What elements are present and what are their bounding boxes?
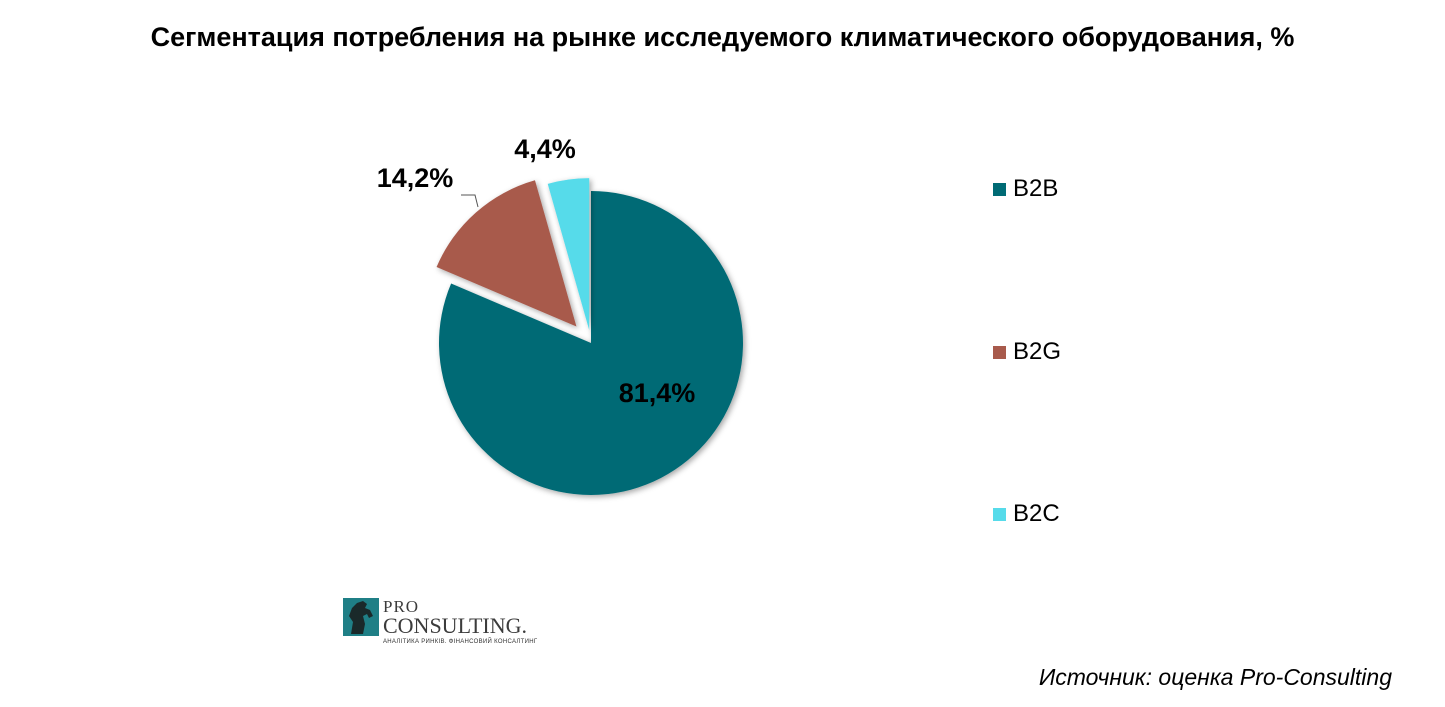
legend-label-b2c: B2C [1013,500,1060,527]
data-label-b2b: 81,4% [619,378,696,408]
data-label-b2g: 14,2% [377,163,454,193]
leader-line-b2g [461,194,479,208]
horse-logo-icon [343,598,379,636]
pie-slice-b2b [438,191,743,495]
data-label-b2c: 4,4% [514,134,576,164]
logo-line1: PRO [383,597,420,616]
legend-item-b2b: B2B [993,175,1058,203]
pro-consulting-logo: PRO CONSULTING. АНАЛІТИКА РИНКІВ. ФІНАНС… [343,598,537,645]
legend-swatch-b2g [993,345,1006,359]
legend-swatch-b2c [993,507,1006,521]
legend-item-b2g: B2G [993,338,1061,366]
logo-line2: CONSULTING. [383,613,528,638]
legend-swatch-b2b [993,182,1006,196]
legend-item-b2c: B2C [993,500,1060,528]
legend-label-b2b: B2B [1013,175,1059,202]
logo-tagline: АНАЛІТИКА РИНКІВ. ФІНАНСОВИЙ КОНСАЛТИНГ [383,639,538,645]
chart-title: Сегментация потребления на рынке исследу… [150,22,1295,52]
pie-slice-b2g [436,180,577,327]
legend-label-b2g: B2G [1013,338,1062,365]
pie-slice-b2c [547,178,590,331]
source-note: Источник: оценка Pro-Consulting [1038,664,1392,690]
